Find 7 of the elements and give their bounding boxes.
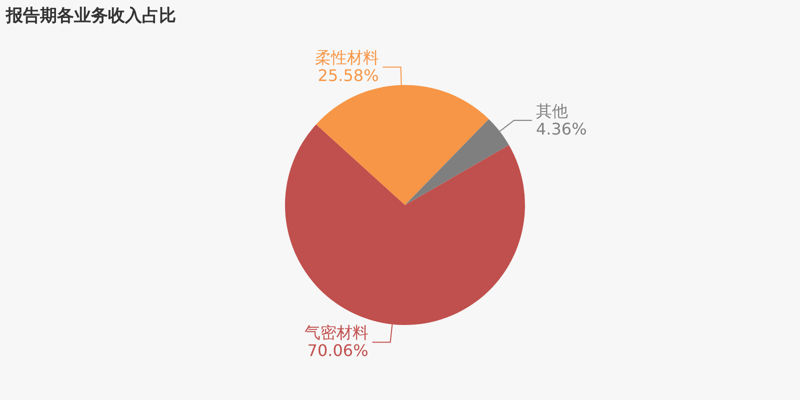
- data-label: 4.36%: [536, 119, 587, 138]
- data-label: 70.06%: [307, 341, 368, 360]
- slice-label: 其他: [536, 101, 568, 120]
- data-label: 25.58%: [318, 66, 379, 86]
- slice-label: 柔性材料: [314, 48, 379, 68]
- slice-label: 气密材料: [304, 323, 368, 342]
- text: 报告期各业务收入占比: [6, 5, 176, 27]
